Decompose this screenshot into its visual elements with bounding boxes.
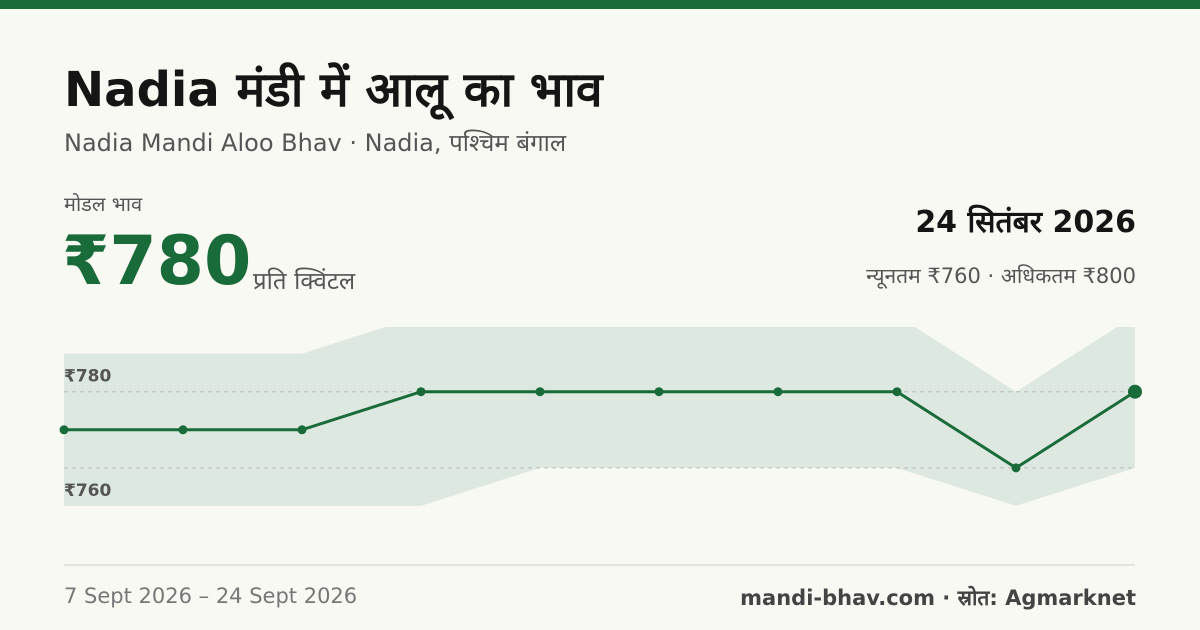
unit: प्रति क्विंटल bbox=[253, 267, 356, 295]
point bbox=[416, 387, 426, 397]
point bbox=[1011, 463, 1021, 473]
point bbox=[654, 387, 664, 397]
range-band bbox=[64, 327, 1135, 506]
price: ₹780 bbox=[62, 222, 252, 301]
point bbox=[1128, 384, 1142, 399]
point bbox=[59, 425, 69, 435]
price-label: मोडल भाव bbox=[64, 192, 143, 216]
subtitle: Nadia Mandi Aloo Bhav · Nadia, पश्चिम बं… bbox=[64, 129, 567, 157]
point bbox=[892, 387, 902, 397]
top-bar bbox=[0, 0, 1200, 9]
title: Nadia मंडी में आलू का भाव bbox=[64, 62, 603, 118]
point bbox=[773, 387, 783, 397]
y-tick-label: ₹760 bbox=[64, 481, 111, 501]
period: 7 Sept 2026 – 24 Sept 2026 bbox=[64, 584, 358, 608]
range: न्यूनतम ₹760 · अधिकतम ₹800 bbox=[866, 264, 1136, 288]
y-tick-label: ₹780 bbox=[64, 367, 111, 387]
point bbox=[178, 425, 188, 435]
point bbox=[535, 387, 545, 397]
source: mandi-bhav.com · स्रोत: Agmarknet bbox=[740, 586, 1136, 610]
price-line bbox=[64, 390, 1136, 470]
point bbox=[297, 425, 307, 435]
date: 24 सितंबर 2026 bbox=[915, 205, 1136, 240]
band-group bbox=[64, 327, 1135, 506]
